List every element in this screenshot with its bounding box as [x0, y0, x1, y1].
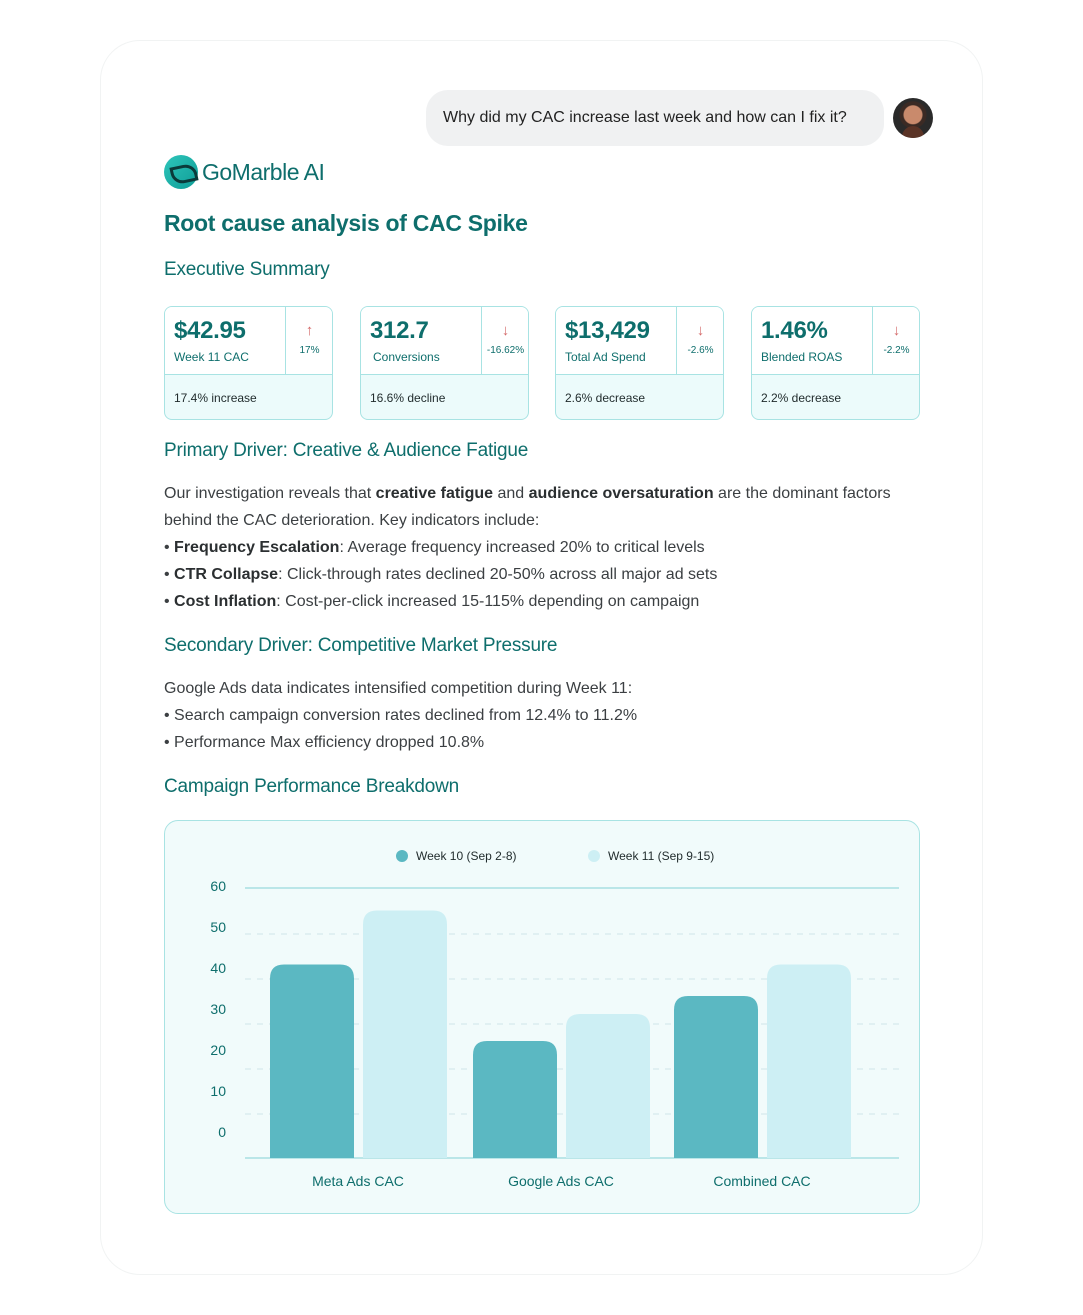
list-item: • Cost Inflation: Cost-per-click increas… [164, 593, 700, 610]
kpi-delta: -2.2% [883, 345, 910, 356]
gomarble-logo-icon [164, 155, 198, 189]
kpi-label: Week 11 CAC [174, 350, 249, 364]
bar-week10 [674, 996, 758, 1158]
legend-week10[interactable]: Week 10 (Sep 2-8) [396, 849, 517, 863]
x-tick-label: Google Ads CAC [508, 1173, 614, 1189]
bar-week11 [363, 910, 447, 1158]
y-tick-label: 30 [210, 1001, 226, 1017]
user-message-bubble: Why did my CAC increase last week and ho… [426, 90, 884, 146]
secondary-driver-text: Google Ads data indicates intensified co… [164, 680, 638, 751]
kpi-card-ad-spend: $13,429 Total Ad Spend ↓ -2.6% 2.6% decr… [555, 306, 724, 420]
legend-label-week10: Week 10 (Sep 2-8) [416, 849, 517, 863]
kpi-delta: 17% [299, 345, 320, 356]
x-tick-label: Combined CAC [713, 1173, 810, 1189]
kpi-card-conversions: 312.7 Conversions ↓ -16.62% 16.6% declin… [360, 306, 529, 420]
kpi-label: Blended ROAS [761, 350, 843, 364]
kpi-label: Total Ad Spend [565, 350, 646, 364]
legend-dot-week11 [588, 850, 600, 862]
user-message-text: Why did my CAC increase last week and ho… [443, 109, 847, 126]
kpi-value: 312.7 [370, 317, 429, 344]
y-tick-label: 50 [210, 919, 226, 935]
kpi-delta: -16.62% [486, 345, 525, 356]
report-title: Root cause analysis of CAC Spike [164, 210, 528, 236]
legend-week11[interactable]: Week 11 (Sep 9-15) [588, 849, 714, 863]
x-tick-label: Meta Ads CAC [312, 1173, 404, 1189]
kpi-value: $42.95 [174, 317, 246, 344]
kpi-footer: 2.2% decrease [761, 391, 842, 405]
arrow-down-icon: ↓ [501, 322, 510, 339]
kpi-label: Conversions [373, 350, 440, 364]
user-avatar[interactable] [893, 98, 933, 138]
arrow-down-icon: ↓ [696, 322, 705, 339]
chart-plot: 60 50 40 30 20 10 0 Meta Ads CAC Google Ads CAC C… [210, 878, 899, 1189]
kpi-value: $13,429 [565, 317, 650, 344]
bar-week10 [270, 964, 354, 1158]
bar-week10 [473, 1041, 557, 1158]
cac-bar-chart: Week 10 (Sep 2-8) Week 11 (Sep 9-15) 60 5… [164, 820, 920, 1214]
kpi-footer: 17.4% increase [174, 391, 257, 405]
y-tick-label: 20 [210, 1042, 226, 1058]
y-tick-label: 10 [210, 1083, 226, 1099]
y-tick-label: 0 [218, 1124, 226, 1140]
list-item: • Frequency Escalation: Average frequenc… [164, 539, 705, 556]
kpi-card-cac: $42.95 Week 11 CAC ↑ 17% 17.4% increase [164, 306, 333, 420]
y-tick-label: 40 [210, 960, 226, 976]
kpi-footer: 16.6% decline [370, 391, 446, 405]
executive-summary-heading: Executive Summary [164, 259, 330, 280]
legend-dot-week10 [396, 850, 408, 862]
list-item: • Performance Max efficiency dropped 10.… [164, 734, 485, 751]
kpi-delta: -2.6% [687, 345, 714, 356]
kpi-card-roas: 1.46% Blended ROAS ↓ -2.2% 2.2% decrease [751, 306, 920, 420]
primary-driver-text: Our investigation reveals that creative … [164, 485, 891, 610]
list-item: • Search campaign conversion rates decli… [164, 707, 638, 724]
campaign-breakdown-heading: Campaign Performance Breakdown [164, 776, 459, 797]
secondary-driver-heading: Secondary Driver: Competitive Market Pre… [164, 635, 558, 656]
y-tick-label: 60 [210, 878, 226, 894]
kpi-value: 1.46% [761, 317, 828, 344]
brand-name: GoMarble AI [202, 158, 325, 185]
brand: GoMarble AI [164, 155, 325, 189]
list-item: • CTR Collapse: Click-through rates decl… [164, 566, 718, 583]
bar-week11 [566, 1014, 650, 1158]
primary-driver-heading: Primary Driver: Creative & Audience Fati… [164, 440, 529, 461]
bar-week11 [767, 964, 851, 1158]
arrow-down-icon: ↓ [892, 322, 901, 339]
arrow-up-icon: ↑ [305, 322, 314, 339]
legend-label-week11: Week 11 (Sep 9-15) [608, 849, 715, 863]
kpi-footer: 2.6% decrease [565, 391, 646, 405]
